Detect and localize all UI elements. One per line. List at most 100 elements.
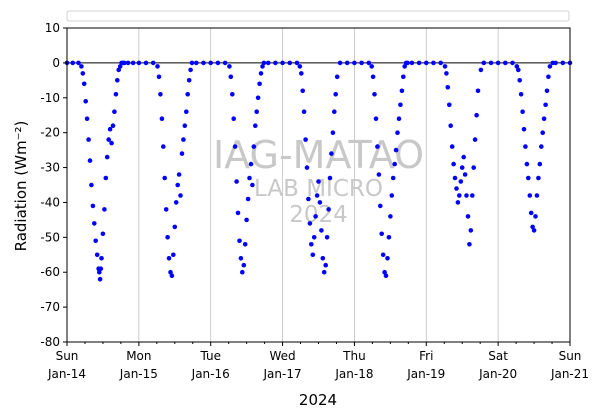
x-tick-label-day: Sun <box>56 349 79 363</box>
data-point <box>467 242 472 247</box>
data-point <box>326 207 331 212</box>
y-tick-label: -30 <box>40 161 60 175</box>
x-tick-label-day: Mon <box>126 349 151 363</box>
data-point <box>475 88 481 94</box>
data-point <box>166 255 172 261</box>
data-point <box>520 109 525 114</box>
data-point <box>280 60 285 66</box>
data-point <box>516 67 521 73</box>
data-point <box>84 116 90 121</box>
data-point <box>523 144 528 149</box>
data-point <box>383 273 389 279</box>
data-point <box>390 175 396 181</box>
x-tick-label-date: Jan-17 <box>263 367 302 381</box>
data-point <box>112 109 117 114</box>
data-point <box>150 60 156 66</box>
data-point <box>307 221 313 226</box>
data-point <box>455 200 461 205</box>
data-point <box>235 210 241 216</box>
data-point <box>181 137 186 142</box>
data-point <box>445 85 451 90</box>
data-point <box>171 252 176 258</box>
data-point <box>533 214 538 219</box>
data-point <box>169 273 175 279</box>
data-point <box>324 235 330 240</box>
data-point <box>438 60 444 66</box>
data-point <box>86 137 91 142</box>
data-point <box>465 214 471 219</box>
data-point <box>393 147 399 153</box>
data-point <box>389 193 395 198</box>
data-point <box>337 60 343 66</box>
y-tick-label: -40 <box>40 195 60 209</box>
data-point <box>524 161 530 167</box>
data-point <box>228 74 234 80</box>
data-point <box>503 60 508 66</box>
data-point <box>481 60 487 66</box>
data-point <box>373 116 379 121</box>
data-point <box>303 137 308 142</box>
x-tick-label-day: Fri <box>419 349 433 363</box>
data-point <box>208 60 213 66</box>
data-point <box>488 60 494 66</box>
data-point <box>459 165 465 170</box>
data-point <box>452 175 458 181</box>
data-point <box>125 60 131 66</box>
data-point <box>100 231 106 237</box>
x-tick-label-day: Thu <box>342 349 366 363</box>
data-point <box>314 193 320 198</box>
data-point <box>158 92 163 97</box>
x-axis: Sun Jan-14 Mon Jan-15 Tue Jan-16 Wed Jan-17 Thu J… <box>47 342 589 381</box>
data-point <box>546 74 551 80</box>
data-point <box>319 228 324 233</box>
data-point <box>323 262 329 268</box>
data-point <box>458 179 464 184</box>
data-point <box>122 60 127 66</box>
data-point <box>416 60 422 66</box>
data-point <box>230 92 235 97</box>
data-point <box>110 123 116 128</box>
y-tick-label: -80 <box>40 335 60 349</box>
data-point <box>179 151 185 156</box>
data-point <box>168 269 173 275</box>
data-point <box>451 161 456 167</box>
data-point <box>518 92 524 97</box>
data-point <box>385 255 390 261</box>
data-point <box>182 123 188 128</box>
watermark-line: IAG-MATAO <box>213 133 424 177</box>
data-point <box>306 196 311 202</box>
data-point <box>537 161 543 167</box>
data-point <box>311 235 317 240</box>
data-point <box>449 144 455 149</box>
data-point <box>540 130 545 135</box>
data-point <box>359 60 364 66</box>
data-point <box>116 67 121 73</box>
y-tick-label: -70 <box>40 300 60 314</box>
data-point <box>386 235 392 240</box>
data-point <box>188 67 193 73</box>
data-point <box>76 60 81 66</box>
data-point <box>251 144 257 149</box>
data-point <box>474 112 479 118</box>
data-point <box>165 235 170 240</box>
data-point <box>530 224 535 230</box>
data-point <box>248 161 254 167</box>
data-point <box>553 60 558 66</box>
y-tick-label: -60 <box>40 265 60 279</box>
data-point <box>250 182 255 188</box>
x-tick-label-date: Jan-21 <box>550 367 589 381</box>
data-point <box>232 144 238 149</box>
x-tick-label-date: Jan-20 <box>478 367 517 381</box>
data-point <box>442 64 448 69</box>
y-tick-label: -20 <box>40 126 60 140</box>
data-point <box>310 252 316 258</box>
x-tick-label-date: Jan-16 <box>191 367 230 381</box>
data-point <box>396 116 402 121</box>
data-point <box>227 64 232 69</box>
data-point <box>378 203 383 209</box>
data-point <box>375 144 380 149</box>
data-point <box>90 203 96 209</box>
data-point <box>380 252 386 258</box>
data-point <box>117 64 123 69</box>
data-point <box>521 126 527 132</box>
